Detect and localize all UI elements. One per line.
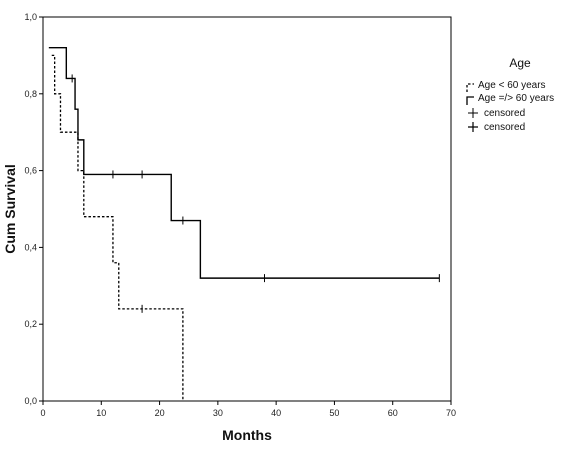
x-tick-label: 70 xyxy=(446,408,456,418)
x-axis: 0 10 20 30 40 50 60 70 xyxy=(40,401,456,418)
legend: Age Age < 60 years Age =/> 60 years cens… xyxy=(466,56,554,133)
y-tick-label: 0,6 xyxy=(24,166,37,176)
x-tick-label: 10 xyxy=(96,408,106,418)
series-line-2 xyxy=(48,47,440,279)
y-tick-label: 0,2 xyxy=(24,319,37,329)
legend-label-60-plus: Age =/> 60 years xyxy=(478,93,554,104)
legend-label-under-60: Age < 60 years xyxy=(478,80,546,91)
x-tick-label: 40 xyxy=(271,408,281,418)
x-tick-label: 30 xyxy=(213,408,223,418)
y-tick-label: 0,8 xyxy=(24,89,37,99)
legend-censor-mark-1 xyxy=(468,108,478,118)
legend-swatch-under-60 xyxy=(466,83,474,92)
legend-swatch-60-plus xyxy=(466,96,474,105)
y-axis-title: Cum Survival xyxy=(2,164,18,253)
x-axis-title: Months xyxy=(222,427,272,443)
y-tick-label: 1,0 xyxy=(24,12,37,22)
x-tick-label: 0 xyxy=(40,408,45,418)
y-tick-label: 0,0 xyxy=(24,396,37,406)
y-axis: 0,0 0,2 0,4 0,6 0,8 1,0 xyxy=(24,12,43,406)
x-tick-label: 60 xyxy=(388,408,398,418)
x-tick-label: 20 xyxy=(155,408,165,418)
series-line-1 xyxy=(51,54,184,401)
y-tick-label: 0,4 xyxy=(24,242,37,252)
series-layer xyxy=(48,47,440,401)
legend-label-censored-1: censored xyxy=(484,108,525,119)
legend-title: Age xyxy=(509,56,531,70)
legend-label-censored-2: censored xyxy=(484,122,525,133)
legend-censor-mark-2 xyxy=(468,122,478,132)
plot-frame xyxy=(42,16,452,402)
x-tick-label: 50 xyxy=(329,408,339,418)
